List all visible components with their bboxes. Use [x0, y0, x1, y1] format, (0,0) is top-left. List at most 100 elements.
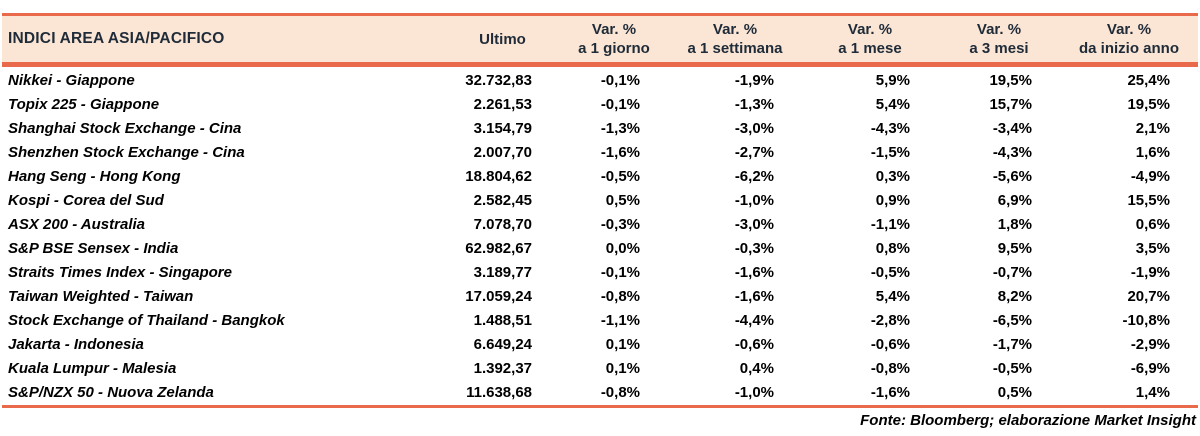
table-top-rule [2, 13, 1198, 16]
index-name-cell: Topix 225 - Giappone [8, 96, 160, 113]
value-cell: -4,9% [1130, 168, 1170, 185]
table-row: Straits Times Index - Singapore 3.189,77 -… [2, 261, 1198, 285]
value-cell: 1.392,37 [473, 360, 532, 377]
value-cell: 17.059,24 [465, 288, 532, 305]
value-cell: -1,9% [1130, 264, 1170, 281]
period-label: da inizio anno [1079, 40, 1179, 57]
value-cell: -1,0% [734, 192, 774, 209]
value-cell: 1.488,51 [473, 312, 532, 329]
value-cell: 62.982,67 [465, 240, 532, 257]
value-cell: -1,1% [600, 312, 640, 329]
period-label: a 1 settimana [687, 40, 783, 57]
value-cell: 0,5% [997, 384, 1032, 401]
index-name-cell: S&P BSE Sensex - India [8, 240, 179, 257]
index-name-cell: Straits Times Index - Singapore [8, 264, 232, 281]
value-cell: 2.261,53 [473, 96, 532, 113]
value-cell: -10,8% [1122, 312, 1170, 329]
value-cell: 0,1% [605, 336, 640, 353]
table-row: Hang Seng - Hong Kong 18.804,62 -0,5% -6,2%… [2, 165, 1198, 189]
value-cell: 3.189,77 [473, 264, 532, 281]
column-header-var-1-settimana: Var. % a 1 settimana [668, 20, 802, 58]
value-cell: 6,9% [997, 192, 1032, 209]
table-row: Stock Exchange of Thailand - Bangkok 1.48… [2, 309, 1198, 333]
value-cell: -1,6% [600, 144, 640, 161]
source-note: Fonte: Bloomberg; elaborazione Market In… [860, 412, 1196, 429]
value-cell: -0,5% [992, 360, 1032, 377]
value-cell: -0,1% [600, 72, 640, 89]
table-title: INDICI AREA ASIA/PACIFICO [8, 30, 225, 47]
value-cell: -4,3% [992, 144, 1032, 161]
var-label: Var. % [847, 21, 893, 38]
value-cell: -0,5% [870, 264, 910, 281]
table-row: Shenzhen Stock Exchange - Cina 2.007,70 -1… [2, 141, 1198, 165]
table-row: S&P BSE Sensex - India 62.982,67 0,0% -0,3%… [2, 237, 1198, 261]
index-name-cell: Kospi - Corea del Sud [8, 192, 164, 209]
value-cell: -2,9% [1130, 336, 1170, 353]
value-cell: -1,9% [734, 72, 774, 89]
value-cell: -1,6% [734, 264, 774, 281]
value-cell: 0,1% [605, 360, 640, 377]
index-name-cell: Nikkei - Giappone [8, 72, 135, 89]
index-name-cell: Shanghai Stock Exchange - Cina [8, 120, 242, 137]
value-cell: 15,5% [1127, 192, 1170, 209]
period-label: a 3 mesi [969, 40, 1029, 57]
value-cell: 5,9% [875, 72, 910, 89]
value-cell: -0,1% [600, 264, 640, 281]
value-cell: -6,5% [992, 312, 1032, 329]
value-cell: -0,7% [992, 264, 1032, 281]
index-name-cell: Stock Exchange of Thailand - Bangkok [8, 312, 285, 329]
value-cell: -3,0% [734, 216, 774, 233]
value-cell: 2.007,70 [473, 144, 532, 161]
value-cell: -0,6% [870, 336, 910, 353]
var-label: Var. % [591, 21, 637, 38]
value-cell: -1,5% [870, 144, 910, 161]
value-cell: -4,4% [734, 312, 774, 329]
value-cell: 25,4% [1127, 72, 1170, 89]
var-label: Var. % [976, 21, 1022, 38]
value-cell: -0,8% [600, 288, 640, 305]
index-name-cell: Taiwan Weighted - Taiwan [8, 288, 194, 305]
value-cell: 3,5% [1135, 240, 1170, 257]
value-cell: 32.732,83 [465, 72, 532, 89]
value-cell: 0,5% [605, 192, 640, 209]
table-row: S&P/NZX 50 - Nuova Zelanda 11.638,68 -0,8%… [2, 381, 1198, 405]
table-bottom-rule [2, 405, 1198, 408]
column-header-var-1-giorno: Var. % a 1 giorno [560, 20, 668, 58]
value-cell: -0,3% [600, 216, 640, 233]
table-row: Taiwan Weighted - Taiwan 17.059,24 -0,8% -1… [2, 285, 1198, 309]
value-cell: -0,5% [600, 168, 640, 185]
value-cell: 1,8% [997, 216, 1032, 233]
value-cell: -1,6% [734, 288, 774, 305]
value-cell: 1,4% [1135, 384, 1170, 401]
value-cell: -3,0% [734, 120, 774, 137]
value-cell: 3.154,79 [473, 120, 532, 137]
value-cell: -1,6% [870, 384, 910, 401]
value-cell: 7.078,70 [473, 216, 532, 233]
table-row: Kuala Lumpur - Malesia 1.392,37 0,1% 0,4% -0… [2, 357, 1198, 381]
column-header-ultimo: Ultimo [445, 30, 560, 49]
column-header-label: Ultimo [479, 30, 526, 48]
index-name-cell: S&P/NZX 50 - Nuova Zelanda [8, 384, 214, 401]
value-cell: 11.638,68 [466, 384, 532, 401]
asia-pacific-indices-table: INDICI AREA ASIA/PACIFICO Ultimo Var. % … [2, 13, 1198, 429]
value-cell: -1,1% [870, 216, 910, 233]
value-cell: 0,4% [739, 360, 774, 377]
column-header-var-inizio-anno: Var. % da inizio anno [1060, 20, 1198, 58]
value-cell: -0,8% [870, 360, 910, 377]
value-cell: -2,7% [734, 144, 774, 161]
value-cell: 19,5% [989, 72, 1032, 89]
value-cell: -0,3% [734, 240, 774, 257]
value-cell: 20,7% [1127, 288, 1170, 305]
table-row: Shanghai Stock Exchange - Cina 3.154,79 -1… [2, 117, 1198, 141]
value-cell: 5,4% [875, 96, 910, 113]
value-cell: 15,7% [989, 96, 1032, 113]
value-cell: -3,4% [992, 120, 1032, 137]
value-cell: 5,4% [875, 288, 910, 305]
value-cell: 1,6% [1135, 144, 1170, 161]
value-cell: 19,5% [1127, 96, 1170, 113]
column-header-var-1-mese: Var. % a 1 mese [802, 20, 938, 58]
table-row: Nikkei - Giappone 32.732,83 -0,1% -1,9% 5,9%… [2, 69, 1198, 93]
value-cell: -1,3% [734, 96, 774, 113]
value-cell: 6.649,24 [473, 336, 532, 353]
value-cell: -2,8% [870, 312, 910, 329]
